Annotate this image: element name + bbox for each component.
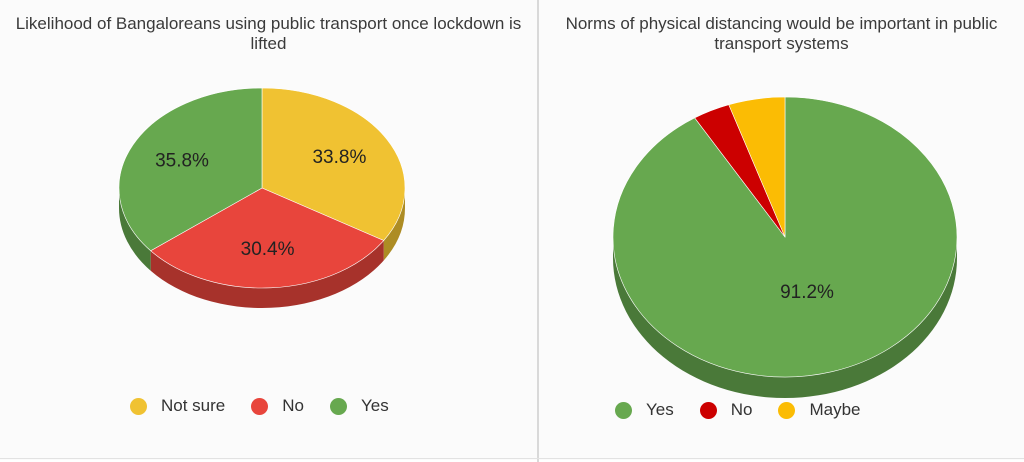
legend-item-maybe: Maybe	[778, 400, 861, 420]
legend-label: Maybe	[809, 400, 861, 419]
pie-side-walls	[119, 188, 405, 308]
legend-item-yes: Yes	[329, 396, 389, 416]
legend-label: Yes	[646, 400, 674, 419]
pie-slice-not-sure	[261, 87, 406, 241]
pie-slice-yes	[118, 87, 263, 252]
legend-label: Not sure	[161, 396, 226, 415]
chart-title: Likelihood of Bangaloreans using public …	[15, 14, 522, 53]
pie-slice-side-no	[150, 240, 384, 308]
pie-slice-no	[150, 187, 385, 289]
data-label-not-sure: 33.8%	[312, 147, 366, 168]
chart-panel-physical-distancing: Norms of physical distancing would be im…	[539, 0, 1024, 460]
pie-chart-svg: 33.8% 30.4% 35.8%	[118, 87, 406, 308]
legend-swatch	[130, 397, 147, 415]
legend-label: Yes	[360, 396, 389, 415]
legend-swatch	[699, 401, 717, 419]
data-label-yes: 91.2%	[780, 282, 834, 303]
legend-swatch	[615, 401, 632, 419]
chart-legend: Yes No Maybe	[615, 400, 861, 420]
legend-swatch	[329, 397, 347, 415]
legend-swatch	[778, 401, 796, 419]
legend-item-not-sure: Not sure	[130, 396, 225, 416]
pie-slice-side-not-sure	[383, 188, 405, 261]
legend-swatch	[251, 397, 269, 415]
legend-label: No	[730, 400, 753, 419]
chart-panel-transport-likelihood: Likelihood of Bangaloreans using public …	[15, 14, 522, 416]
legend-item-yes: Yes	[615, 400, 674, 420]
chart-legend: Not sure No Yes	[130, 396, 389, 416]
bottom-border	[0, 458, 1024, 459]
data-label-no: 30.4%	[241, 239, 295, 260]
pie-chart-svg: 91.2%	[612, 96, 958, 398]
legend-item-no: No	[251, 396, 304, 416]
legend-label: No	[282, 396, 304, 415]
legend-item-no: No	[699, 400, 753, 420]
panel-divider	[537, 0, 539, 462]
pie-slice-maybe	[728, 96, 786, 238]
pie-slice-side-yes	[119, 188, 151, 271]
data-label-yes: 35.8%	[155, 150, 209, 171]
chart-title: Norms of physical distancing would be im…	[565, 14, 998, 53]
